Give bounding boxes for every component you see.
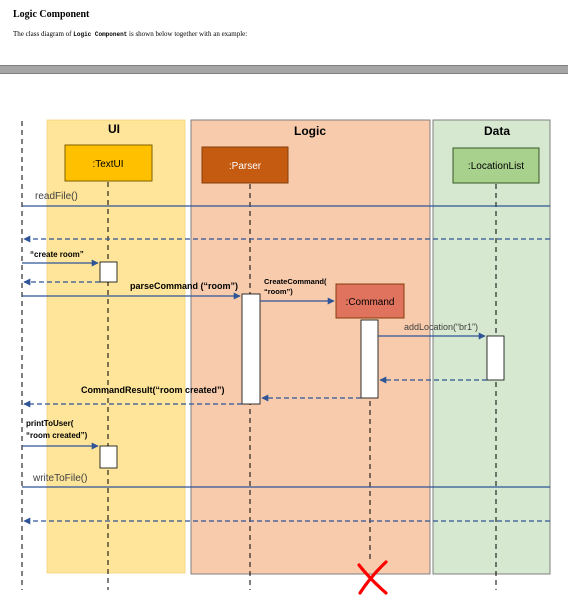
intro-code-term: Logic Component: [73, 31, 128, 38]
create-room-label: “create room”: [30, 250, 84, 259]
parser-label: :Parser: [229, 161, 262, 172]
print-to-user-label-line-1: printToUser(: [26, 419, 74, 428]
read-file-label: readFile(): [35, 191, 78, 202]
command-label: :Command: [346, 297, 395, 308]
ui-lane-label: UI: [108, 122, 120, 136]
add-location-label: addLocation(“br1”): [404, 322, 478, 332]
section-divider: [0, 65, 568, 74]
parse-command-label: parseCommand (“room”): [130, 281, 238, 291]
locationlist-box: [452, 147, 540, 184]
create-command-label-line-2: “room”): [264, 287, 293, 296]
parser-box: [201, 146, 289, 184]
command-activation: [360, 319, 379, 399]
command-result-label: CommandResult(“room created”): [81, 385, 225, 395]
create-command-label-line-1: CreateCommand(: [264, 277, 327, 286]
locationlist-label: :LocationList: [468, 161, 524, 172]
print-to-user-label-line-2: “room created”): [26, 431, 88, 440]
ui-lane: [46, 119, 186, 574]
command-destroy-x-icon: [357, 560, 388, 595]
textui-activation-1: [99, 261, 118, 283]
locationlist-activation: [486, 335, 505, 381]
intro-text: The class diagram of Logic Component is …: [13, 30, 247, 38]
intro-text-end: is shown below together with an example:: [127, 30, 248, 38]
textui-box: [64, 144, 153, 182]
logic-lane: [190, 119, 431, 575]
logic-lane-label: Logic: [294, 124, 326, 138]
write-to-file-label: writeToFile(): [32, 473, 87, 484]
command-box: [335, 283, 405, 319]
textui-label: :TextUI: [92, 159, 123, 170]
textui-activation-2: [99, 445, 118, 469]
data-lane-label: Data: [484, 124, 510, 138]
parser-activation: [241, 293, 261, 405]
intro-text-start: The class diagram of: [13, 30, 74, 38]
page-title: Logic Component: [13, 9, 90, 20]
